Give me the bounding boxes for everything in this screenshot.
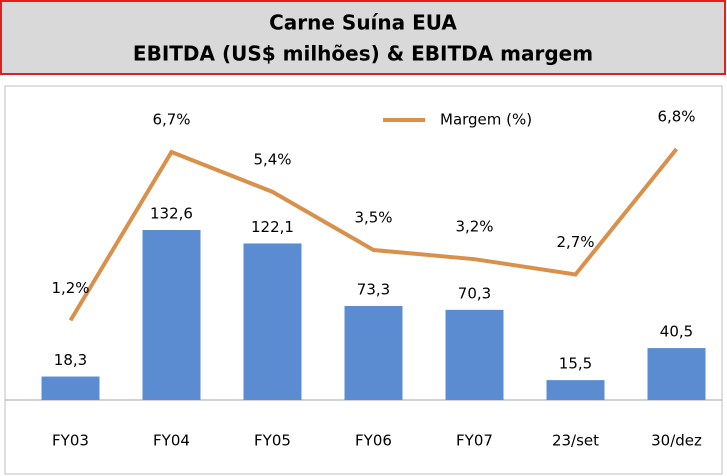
- data-label: 132,6: [150, 205, 193, 223]
- data-label: 5,4%: [253, 150, 291, 168]
- bar: [546, 380, 605, 400]
- data-label: 70,3: [458, 284, 491, 302]
- chart-subtitle: EBITDA (US$ milhões) & EBITDA margem: [133, 42, 593, 66]
- x-tick-label: 23/set: [552, 432, 599, 450]
- data-label: 40,5: [660, 323, 693, 341]
- x-tick-label: FY04: [153, 432, 190, 450]
- x-tick-label: FY06: [355, 432, 392, 450]
- title-box: [0, 0, 726, 75]
- chart-title: Carne Suína EUA: [269, 11, 457, 35]
- line: [68, 147, 679, 322]
- x-tick-label: 30/dez: [651, 432, 702, 450]
- data-label: 6,7%: [152, 111, 190, 129]
- bar: [243, 243, 302, 400]
- data-label: 122,1: [251, 218, 294, 236]
- bar: [445, 309, 504, 400]
- data-label: 73,3: [357, 281, 390, 299]
- bar: [647, 348, 706, 400]
- x-tick-label: FY03: [52, 432, 89, 450]
- data-label: 1,2%: [51, 279, 89, 297]
- data-label: 18,3: [54, 351, 87, 369]
- data-label: 6,8%: [657, 107, 695, 125]
- plot-frame: [4, 85, 723, 475]
- legend-label: Margem (%): [440, 111, 532, 129]
- bar: [41, 376, 100, 400]
- data-label: 3,2%: [455, 218, 493, 236]
- data-label: 3,5%: [354, 209, 392, 227]
- data-label: 15,5: [559, 355, 592, 373]
- x-tick-label: FY07: [456, 432, 493, 450]
- x-tick-label: FY05: [254, 432, 291, 450]
- bar: [344, 306, 403, 400]
- data-label: 2,7%: [556, 233, 594, 251]
- bar: [142, 230, 201, 400]
